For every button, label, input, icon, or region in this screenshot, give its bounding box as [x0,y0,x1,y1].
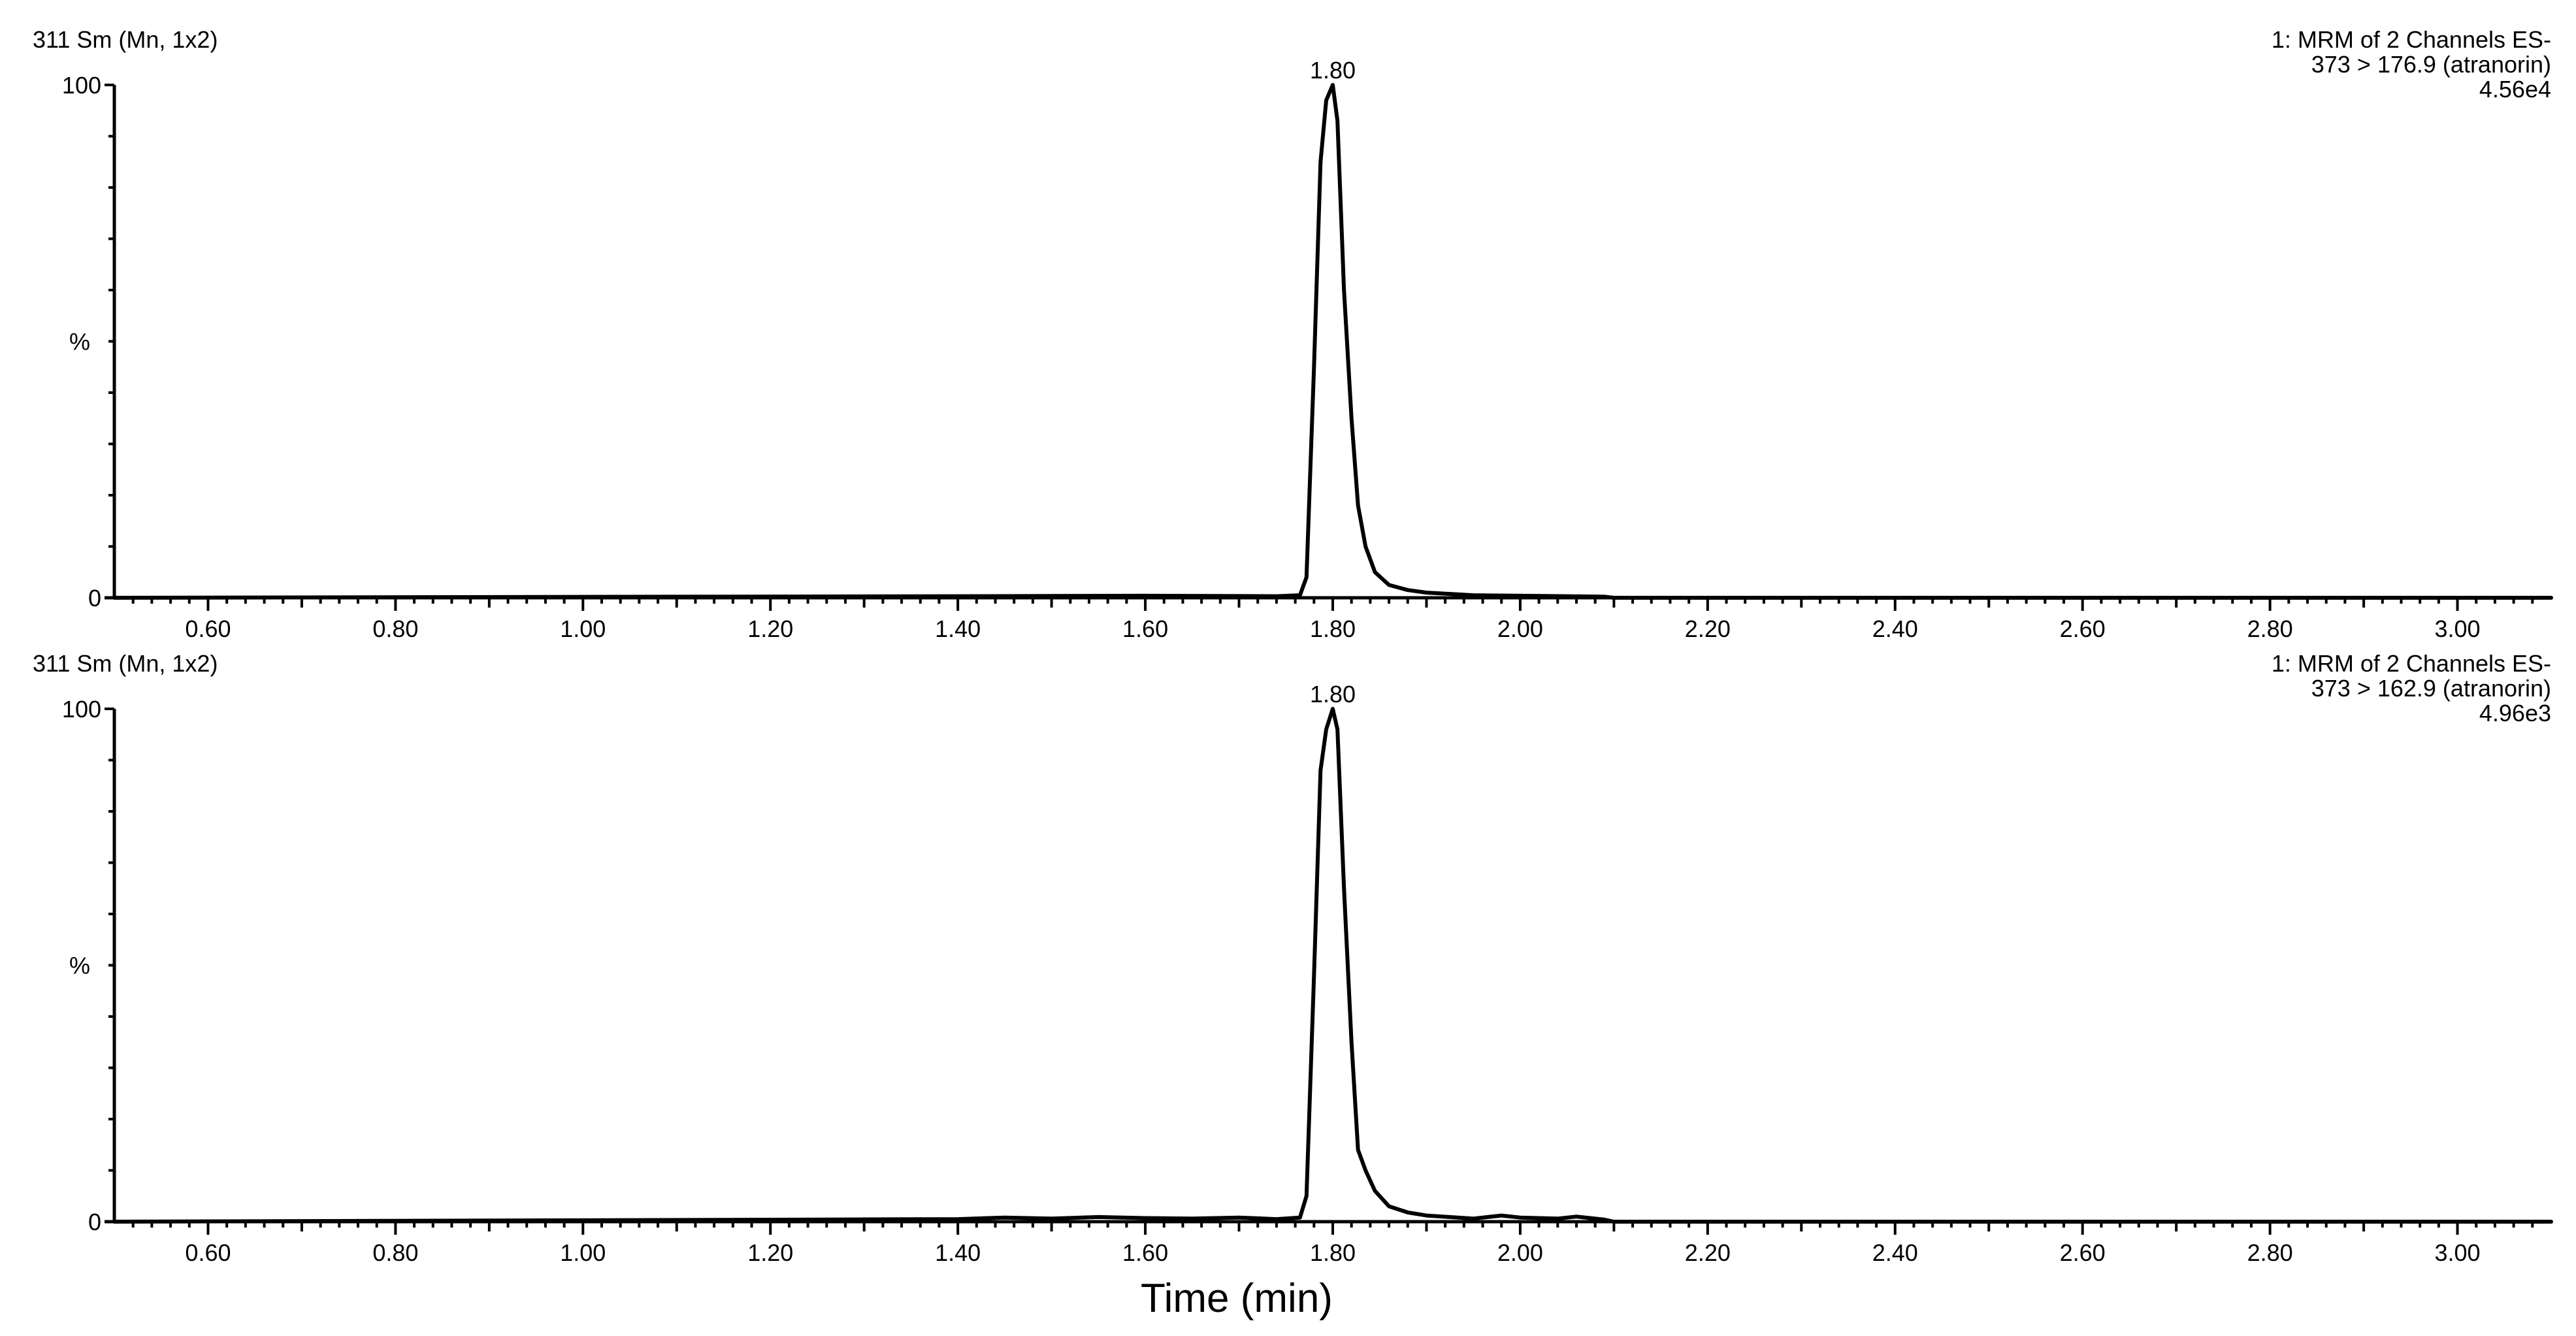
x-tick-label: 2.40 [1872,1239,1918,1266]
y-tick-label: 100 [62,696,101,723]
y-tick-label: 0 [88,585,101,611]
x-axis-title: Time (min) [1141,1276,1333,1321]
x-tick-label: 2.20 [1685,1239,1731,1266]
x-tick-label: 2.00 [1497,615,1543,642]
chromatogram-panel-2: 100 0% 0.60 0.80 1.00 1.20 1.40 1.60 1.80 2.00 2.2… [33,650,2553,1266]
y-tick-label: 100 [62,72,101,99]
x-tick-label: 1.40 [935,1239,981,1266]
x-tick-label: 1.20 [747,615,793,642]
y-tick-label: 0 [88,1209,101,1235]
x-tick-label: 1.20 [747,1239,793,1266]
x-tick-label: 0.60 [185,615,231,642]
chromatogram-trace [112,83,2553,600]
x-tick-label: 1.60 [1122,615,1168,642]
chromatogram-panel-1: 100 0% 0.60 0.80 1.00 1.20 1.40 1.60 1.80 2.00 2.2… [33,26,2553,642]
peak-label: 1.80 [1310,57,1356,84]
y-axis-label: % [69,329,90,355]
x-tick-label: 2.40 [1872,615,1918,642]
smoothing-label: 311 Sm (Mn, 1x2) [33,26,218,53]
x-tick-label: 2.00 [1497,1239,1543,1266]
x-tick-label: 1.80 [1310,615,1356,642]
x-tick-label: 2.80 [2247,615,2293,642]
trace-header-line: 1: MRM of 2 Channels ES- [2272,650,2551,677]
trace-header-line: 373 > 176.9 (atranorin) [2311,51,2551,78]
x-tick-label: 2.60 [2060,1239,2106,1266]
trace-header-line: 1: MRM of 2 Channels ES- [2272,26,2551,53]
x-tick-label: 3.00 [2434,615,2480,642]
chromatogram-trace [112,707,2553,1224]
y-axis-label: % [69,953,90,979]
peak-label: 1.80 [1310,681,1356,708]
x-tick-label: 3.00 [2434,1239,2480,1266]
x-tick-label: 2.80 [2247,1239,2293,1266]
x-tick-label: 1.60 [1122,1239,1168,1266]
x-tick-label: 0.80 [372,615,418,642]
x-tick-label: 1.40 [935,615,981,642]
x-tick-label: 1.80 [1310,1239,1356,1266]
smoothing-label: 311 Sm (Mn, 1x2) [33,650,218,677]
trace-header-line: 373 > 162.9 (atranorin) [2311,675,2551,702]
x-tick-label: 2.20 [1685,615,1731,642]
trace-header-line: 4.96e3 [2479,700,2551,726]
x-tick-label: 2.60 [2060,615,2106,642]
x-tick-label: 0.80 [372,1239,418,1266]
x-tick-label: 0.60 [185,1239,231,1266]
trace-header-line: 4.56e4 [2479,76,2551,103]
x-tick-label: 1.00 [560,1239,606,1266]
x-tick-label: 1.00 [560,615,606,642]
